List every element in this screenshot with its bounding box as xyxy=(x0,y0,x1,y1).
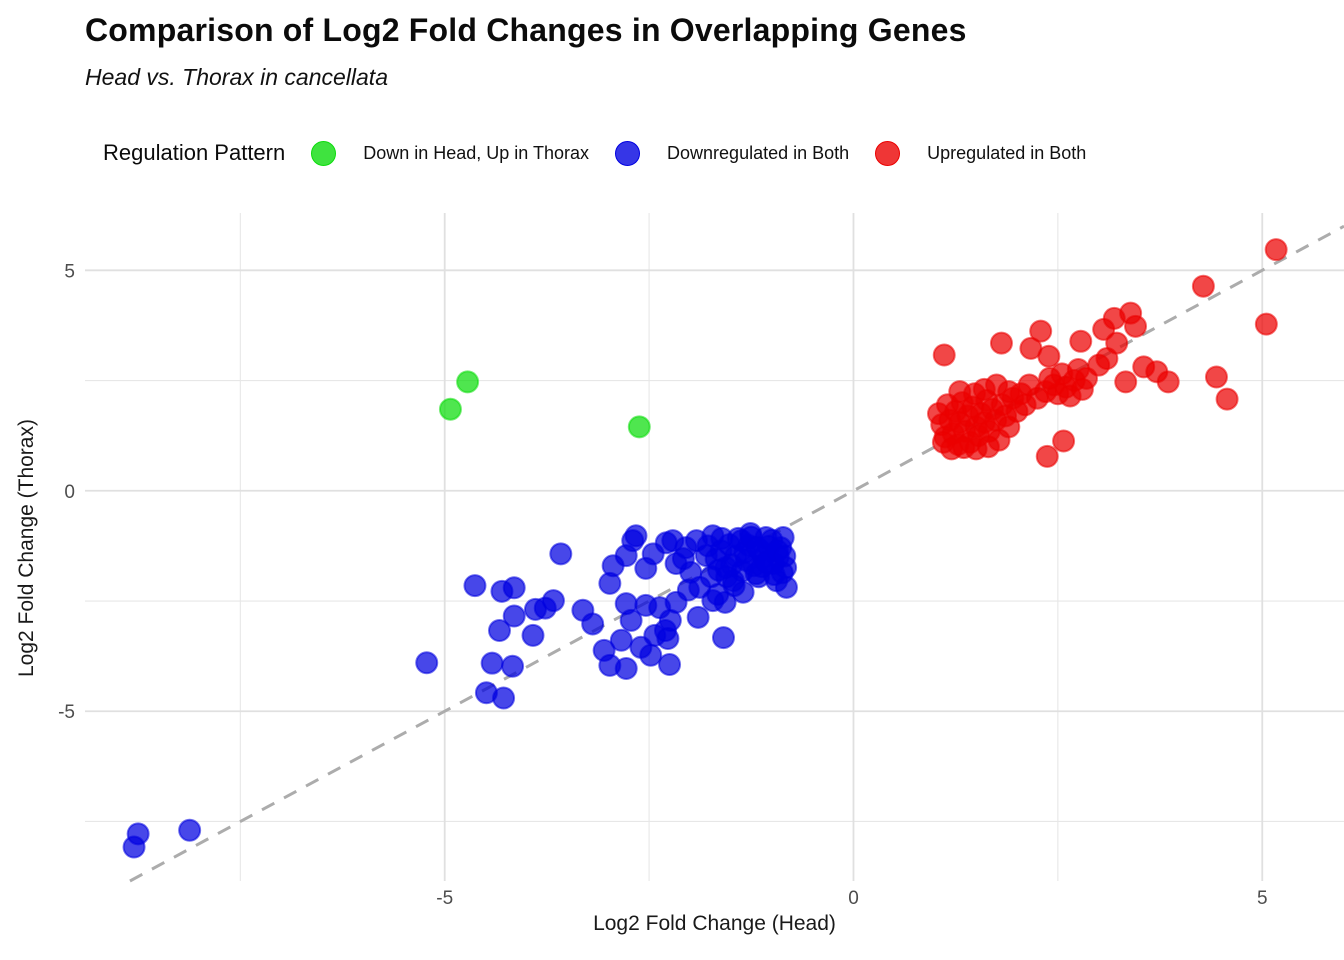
chart-title: Comparison of Log2 Fold Changes in Overl… xyxy=(85,12,967,48)
data-point-series-1 xyxy=(541,589,565,613)
data-point-series-1 xyxy=(492,686,516,710)
data-point-series-1 xyxy=(502,576,526,600)
data-point-series-1 xyxy=(521,623,545,647)
data-point-series-0 xyxy=(627,415,651,439)
data-point-series-1 xyxy=(706,582,730,606)
data-point-series-2 xyxy=(1204,365,1228,389)
identity-reference-line xyxy=(129,224,1344,883)
data-point-series-2 xyxy=(1191,274,1215,298)
data-point-series-2 xyxy=(1069,329,1093,353)
x-tick-label: 5 xyxy=(1257,888,1268,909)
red-dot-icon xyxy=(875,140,901,166)
data-point-series-1 xyxy=(415,651,439,675)
y-tick-label: -5 xyxy=(58,702,75,723)
data-point-series-1 xyxy=(581,612,605,636)
data-point-series-2 xyxy=(1037,344,1061,368)
data-point-series-1 xyxy=(609,628,633,652)
data-point-series-1 xyxy=(487,619,511,643)
data-point-series-1 xyxy=(178,818,202,842)
data-point-series-2 xyxy=(997,380,1021,404)
data-point-series-1 xyxy=(656,626,680,650)
legend: Regulation Pattern Down in Head, Up in T… xyxy=(103,131,1086,175)
x-tick-label: 0 xyxy=(848,888,859,909)
legend-label: Downregulated in Both xyxy=(667,142,850,163)
data-point-series-1 xyxy=(501,654,525,678)
data-point-series-2 xyxy=(989,331,1013,355)
x-tick-label: -5 xyxy=(436,888,453,909)
data-point-series-1 xyxy=(773,544,797,568)
data-point-series-2 xyxy=(948,380,972,404)
y-tick-label: 5 xyxy=(64,261,75,282)
data-point-series-1 xyxy=(624,524,648,548)
data-point-series-2 xyxy=(1264,238,1288,262)
y-axis-title: Log2 Fold Change (Thorax) xyxy=(15,419,38,677)
legend-label: Upregulated in Both xyxy=(927,142,1087,163)
legend-item-down-head-up-thorax: Down in Head, Up in Thorax xyxy=(311,140,590,166)
data-point-series-1 xyxy=(549,542,573,566)
data-point-series-1 xyxy=(731,580,755,604)
data-point-series-1 xyxy=(686,605,710,629)
data-point-series-2 xyxy=(976,435,1000,459)
legend-item-downregulated-both: Downregulated in Both xyxy=(615,140,850,166)
chart-subtitle: Head vs. Thorax in cancellata xyxy=(85,64,388,90)
data-point-series-1 xyxy=(658,653,682,677)
data-point-series-1 xyxy=(502,604,526,628)
data-point-series-1 xyxy=(480,651,504,675)
legend-label: Down in Head, Up in Thorax xyxy=(363,142,590,163)
data-point-series-2 xyxy=(1156,370,1180,394)
legend-item-upregulated-both: Upregulated in Both xyxy=(875,140,1087,166)
data-point-series-2 xyxy=(932,343,956,367)
data-point-series-1 xyxy=(711,626,735,650)
data-point-series-2 xyxy=(1124,314,1148,338)
x-axis-title: Log2 Fold Change (Head) xyxy=(593,912,836,935)
data-point-series-2 xyxy=(1254,312,1278,336)
data-point-series-1 xyxy=(122,835,146,859)
blue-dot-icon xyxy=(615,140,641,166)
data-point-series-1 xyxy=(614,656,638,680)
data-point-series-1 xyxy=(676,578,700,602)
data-point-series-1 xyxy=(463,574,487,598)
data-point-series-1 xyxy=(619,608,643,632)
data-point-series-1 xyxy=(671,547,695,571)
data-point-series-2 xyxy=(1029,319,1053,343)
data-point-series-0 xyxy=(438,397,462,421)
data-point-series-0 xyxy=(456,370,480,394)
data-point-series-2 xyxy=(1105,331,1129,355)
green-dot-icon xyxy=(311,140,337,166)
y-tick-label: 0 xyxy=(64,482,75,503)
legend-title: Regulation Pattern xyxy=(103,140,286,165)
data-point-series-2 xyxy=(1035,444,1059,468)
data-point-series-1 xyxy=(661,529,685,553)
data-point-series-2 xyxy=(1215,387,1239,411)
data-point-series-2 xyxy=(1038,366,1062,390)
data-point-series-2 xyxy=(1052,429,1076,453)
data-point-series-2 xyxy=(1114,370,1138,394)
